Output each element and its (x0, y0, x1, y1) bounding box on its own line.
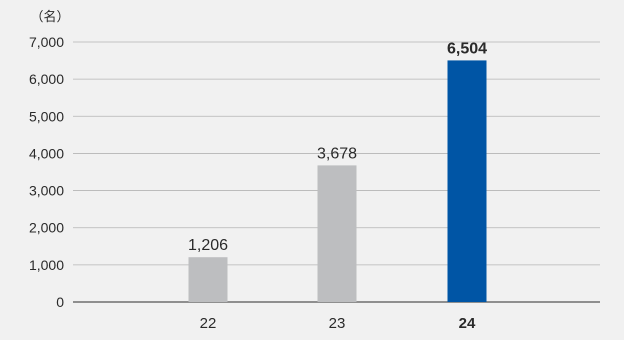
y-tick-label: 4,000 (29, 145, 64, 161)
bar-24 (447, 60, 487, 303)
x-axis-ticks: 22 23 24 (200, 315, 476, 332)
y-tick-label: 0 (56, 294, 64, 310)
data-label-23: 3,678 (317, 145, 357, 162)
y-tick-label: 3,000 (29, 183, 64, 199)
data-label-24: 6,504 (447, 40, 487, 57)
y-tick-label: 2,000 (29, 220, 64, 236)
y-tick-label: 5,000 (29, 108, 64, 124)
bar-23 (317, 165, 357, 302)
y-tick-label: 6,000 (29, 71, 64, 87)
bars (188, 60, 487, 303)
x-tick-label-24: 24 (459, 315, 476, 332)
x-tick-label-23: 23 (329, 315, 346, 332)
data-labels: 1,206 3,678 6,504 (188, 40, 487, 254)
bar-22 (188, 257, 228, 302)
y-axis-ticks: 0 1,000 2,000 3,000 4,000 5,000 6,000 7,000 (29, 34, 64, 310)
y-tick-label: 7,000 (29, 34, 64, 50)
data-label-22: 1,206 (188, 237, 228, 254)
x-tick-label-22: 22 (200, 315, 217, 332)
gridlines (73, 41, 600, 303)
y-tick-label: 1,000 (29, 257, 64, 273)
y-unit-label: （名） (30, 9, 69, 24)
